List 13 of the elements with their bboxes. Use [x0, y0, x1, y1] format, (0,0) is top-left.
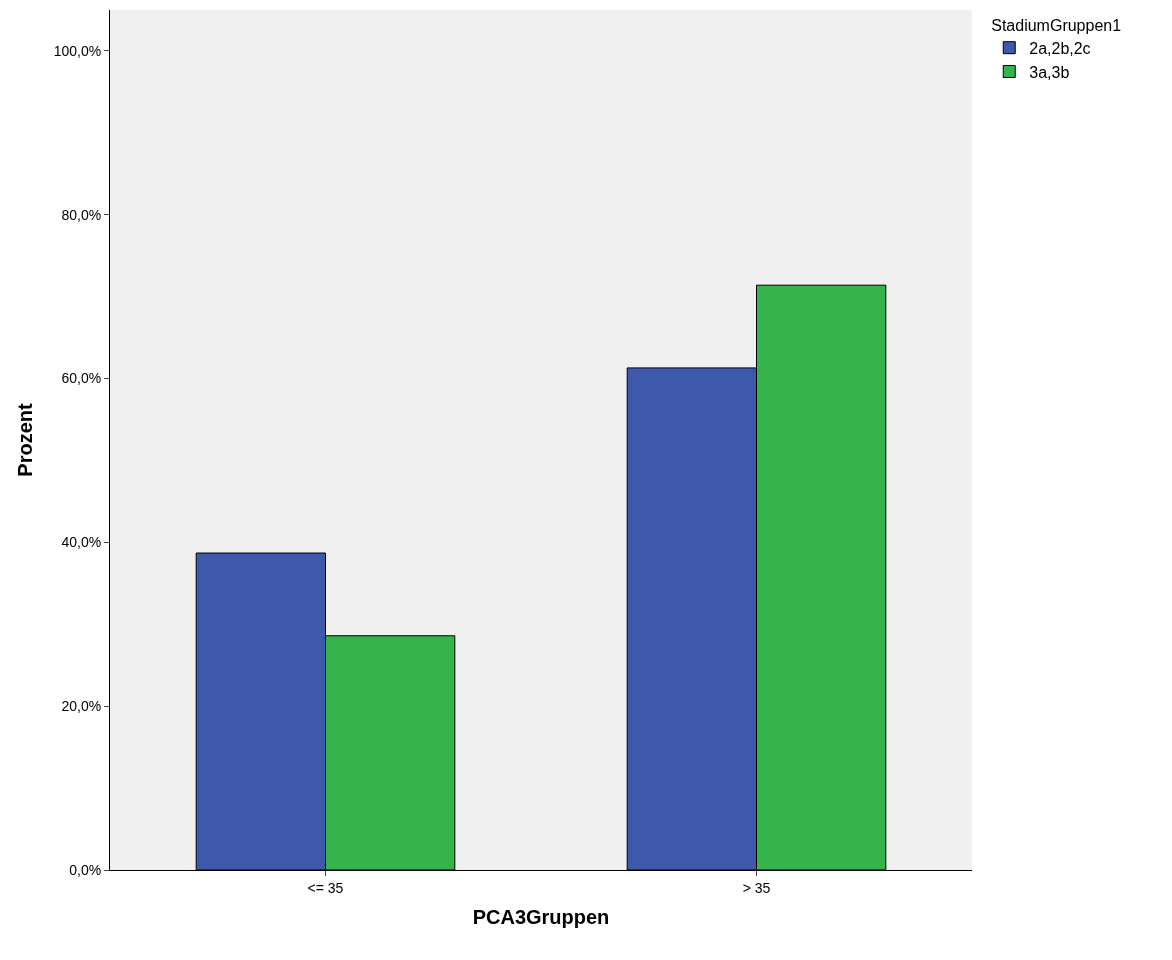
- y-tick-label: 80,0%: [61, 206, 102, 223]
- x-axis-title: PCA3Gruppen: [472, 906, 610, 929]
- y-axis-title: Prozent: [14, 402, 37, 477]
- y-tick-label: 100,0%: [53, 42, 102, 59]
- y-tick-label: 40,0%: [61, 534, 102, 551]
- x-tick-label: > 35: [742, 879, 771, 896]
- y-tick-label: 60,0%: [61, 370, 102, 387]
- legend-label: 3a,3b: [1029, 63, 1070, 81]
- legend-label: 2a,2b,2c: [1029, 39, 1091, 57]
- y-tick-label: 20,0%: [61, 698, 102, 715]
- y-tick-label: 0,0%: [69, 861, 102, 878]
- legend-title: StadiumGruppen1: [991, 16, 1122, 34]
- x-tick-label: <= 35: [307, 879, 344, 896]
